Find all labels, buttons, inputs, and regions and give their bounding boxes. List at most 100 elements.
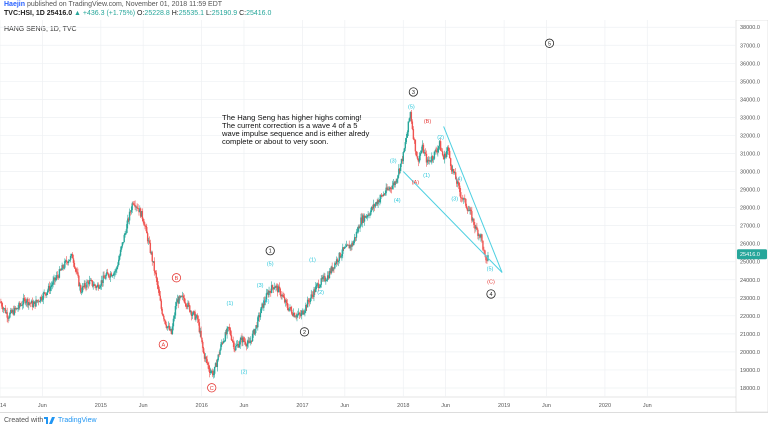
candle-body: [13, 307, 16, 315]
candle-body: [120, 246, 123, 250]
candle-body: [416, 156, 419, 159]
candle-body: [349, 245, 351, 249]
candle-body: [221, 342, 223, 345]
y-tick-label: 19000.0: [740, 368, 760, 374]
candle-body: [47, 285, 50, 291]
current-price-label: 25416.0: [740, 252, 760, 258]
candle-body: [10, 309, 12, 314]
candle-body: [85, 286, 87, 288]
candle-body: [388, 188, 390, 190]
candle-body: [390, 188, 393, 190]
candle-body: [206, 359, 208, 363]
candle-body: [159, 295, 162, 301]
candle-body: [121, 242, 124, 247]
candle-body: [73, 262, 76, 268]
candle-body: [23, 298, 26, 299]
candle-body: [425, 153, 428, 163]
candle-body: [326, 275, 329, 280]
y-tick-label: 25000.0: [740, 260, 760, 266]
candle-body: [264, 300, 266, 302]
candle-body: [157, 285, 159, 290]
y-tick-label: 23000.0: [740, 296, 760, 302]
candle-body: [294, 316, 296, 318]
candle-body: [243, 337, 245, 341]
candle-body: [421, 144, 424, 151]
candle-body: [28, 302, 30, 306]
high-value: 25535.1: [178, 10, 204, 17]
author-link[interactable]: Haejin: [4, 1, 26, 8]
candle-body: [285, 300, 288, 304]
candle-body: [434, 150, 436, 152]
candle-body: [435, 150, 437, 152]
candle-body: [345, 244, 348, 247]
x-tick-label: 2020: [599, 403, 611, 409]
wave-label: 2: [303, 330, 306, 336]
candle-body: [226, 328, 228, 335]
candle-body: [123, 235, 125, 243]
candle-body: [303, 312, 305, 315]
candle-body: [96, 284, 99, 287]
candle-body: [478, 234, 480, 236]
candle-body: [197, 319, 200, 323]
candle-body: [343, 247, 346, 249]
candle-body: [102, 275, 104, 283]
candle-body: [16, 308, 18, 309]
candle-body: [28, 302, 31, 304]
candle-body: [2, 308, 5, 310]
candle-body: [387, 188, 389, 190]
candle-body: [1, 306, 4, 310]
candle-body: [459, 185, 461, 193]
candle-body: [3, 308, 6, 310]
tradingview-brand[interactable]: TradingView: [58, 417, 97, 424]
candle-body: [346, 244, 349, 246]
candle-body: [473, 218, 475, 225]
candle-body: [124, 233, 126, 236]
candle-body: [343, 247, 345, 249]
candle-body: [296, 314, 298, 317]
wave-label-circle: [544, 38, 555, 48]
candle-body: [471, 211, 473, 221]
price-chart[interactable]: 18000.019000.020000.021000.022000.023000…: [0, 19, 768, 413]
candle-body: [483, 249, 485, 251]
x-tick-label: Jun: [38, 403, 47, 409]
candle-body: [146, 233, 149, 242]
candle-body: [458, 181, 460, 186]
candle-body: [140, 211, 143, 217]
candle-body: [424, 152, 427, 154]
candle-body: [88, 280, 91, 285]
candle-body: [136, 206, 138, 209]
current-price-badge: [737, 249, 767, 260]
candle-body: [168, 325, 171, 331]
candle-body: [86, 281, 88, 288]
candle-body: [482, 240, 484, 250]
candle-body: [135, 206, 137, 208]
candle-body: [301, 310, 303, 313]
candle-body: [4, 308, 7, 314]
candle-body: [106, 272, 108, 276]
candle-body: [380, 195, 382, 199]
candle-body: [278, 286, 281, 289]
chart-area[interactable]: 18000.0 19000.0 20000.0 21000.0 22000.0 23000…: [0, 19, 768, 413]
candle-body: [131, 203, 133, 211]
candle-body: [222, 341, 225, 344]
candle-body: [374, 204, 377, 207]
x-tick-label: Jun: [643, 403, 652, 409]
candle-body: [119, 249, 122, 256]
candle-body: [96, 286, 98, 288]
candle-body: [375, 202, 377, 205]
candle-body: [158, 289, 160, 296]
candle-body: [310, 294, 312, 299]
x-tick-label: Jun: [240, 403, 249, 409]
candle-body: [241, 337, 243, 343]
wave-label: (1): [309, 258, 316, 264]
x-tick-label: 2017: [296, 403, 308, 409]
publish-header: Haejin published on TradingView.com, Nov…: [0, 0, 768, 20]
candle-body: [299, 314, 302, 317]
wave-label-circle: [207, 383, 217, 393]
candle-body: [381, 195, 384, 197]
candle-body: [311, 294, 313, 296]
wave-label: (1): [227, 301, 234, 307]
candle-body: [156, 278, 158, 286]
candle-body: [233, 342, 235, 350]
annotation-text: The Hang Seng has higher highs coming!: [222, 113, 362, 122]
